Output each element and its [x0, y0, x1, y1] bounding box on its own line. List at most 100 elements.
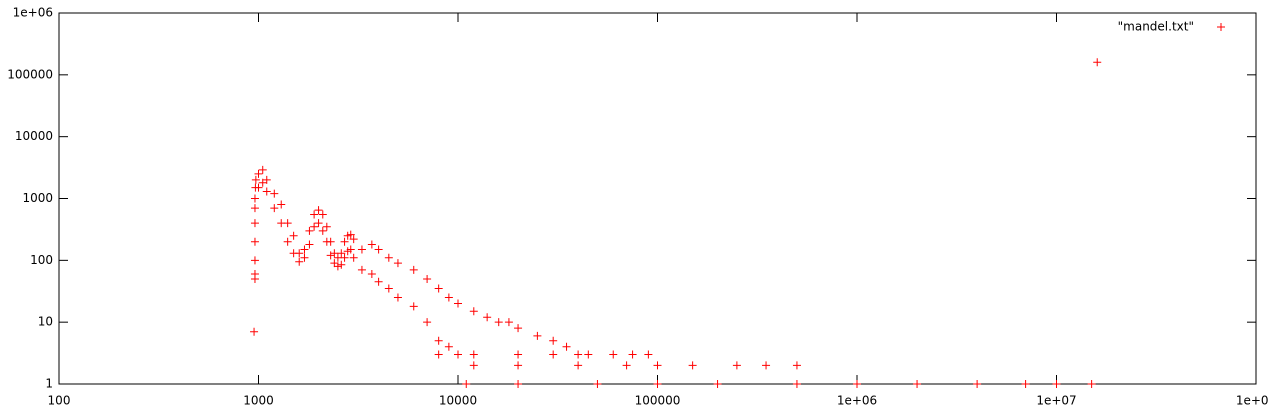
- point: [289, 231, 298, 240]
- point: [314, 219, 323, 228]
- point: [434, 336, 443, 345]
- point: [514, 380, 523, 388]
- point: [628, 350, 637, 359]
- point: [374, 245, 383, 254]
- point: [349, 253, 358, 262]
- point: [384, 284, 393, 293]
- point: [409, 302, 418, 311]
- point: [434, 350, 443, 359]
- point: [326, 251, 335, 260]
- point: [310, 210, 319, 219]
- point: [1087, 380, 1096, 388]
- point: [250, 219, 259, 228]
- point: [283, 237, 292, 246]
- point: [357, 245, 366, 254]
- point: [423, 274, 432, 283]
- x-tick-label: 1000: [243, 394, 274, 408]
- point: [574, 361, 583, 370]
- point: [262, 187, 271, 196]
- point: [314, 206, 323, 215]
- point: [250, 327, 259, 336]
- point: [254, 169, 263, 178]
- point: [340, 237, 349, 246]
- point: [409, 265, 418, 274]
- point: [653, 361, 662, 370]
- y-tick-label: 100: [30, 253, 53, 267]
- point: [250, 270, 259, 279]
- point: [337, 260, 346, 269]
- point: [322, 222, 331, 231]
- point: [349, 235, 358, 244]
- point: [1052, 380, 1061, 388]
- point: [792, 361, 801, 370]
- point: [326, 237, 335, 246]
- point: [346, 230, 355, 239]
- point: [644, 350, 653, 359]
- legend-marker: [1217, 23, 1225, 31]
- point: [514, 324, 523, 333]
- point: [300, 245, 309, 254]
- point: [469, 361, 478, 370]
- point: [1093, 58, 1102, 67]
- point: [792, 380, 801, 388]
- point: [514, 350, 523, 359]
- point: [393, 293, 402, 302]
- point: [305, 240, 314, 249]
- point: [454, 350, 462, 359]
- point: [384, 253, 393, 262]
- point: [732, 361, 741, 370]
- point: [346, 245, 355, 254]
- point: [277, 200, 286, 209]
- point: [444, 342, 453, 351]
- point: [250, 204, 259, 213]
- point: [333, 253, 342, 262]
- point: [340, 253, 349, 262]
- y-tick-label: 10: [38, 315, 53, 329]
- point: [762, 361, 771, 370]
- point: [305, 226, 314, 235]
- point: [250, 256, 259, 265]
- x-tick-label: 1e+07: [1036, 394, 1076, 408]
- x-tick-label: 1e+06: [837, 394, 877, 408]
- point: [393, 259, 402, 268]
- x-tick-label: 1e+08: [1236, 394, 1268, 408]
- point: [250, 194, 259, 203]
- point: [533, 331, 542, 340]
- point: [251, 175, 260, 184]
- point: [367, 270, 376, 279]
- y-tick-label: 100000: [7, 67, 53, 81]
- point: [258, 178, 267, 187]
- point: [549, 350, 558, 359]
- point: [250, 237, 259, 246]
- point: [653, 380, 662, 388]
- y-tick-label: 1000: [22, 191, 53, 205]
- point: [423, 318, 432, 327]
- point: [514, 361, 523, 370]
- point: [853, 380, 861, 388]
- y-tick-label: 1: [45, 377, 53, 391]
- point: [262, 175, 271, 184]
- point: [562, 342, 571, 351]
- point: [454, 299, 462, 308]
- point: [295, 257, 304, 266]
- point: [688, 361, 697, 370]
- point: [258, 165, 267, 174]
- point: [462, 380, 471, 388]
- y-tick-label: 1e+06: [13, 6, 53, 20]
- point: [913, 380, 922, 388]
- point: [622, 361, 631, 370]
- x-tick-label: 10000: [439, 394, 477, 408]
- point: [295, 249, 304, 258]
- point: [374, 277, 383, 286]
- point: [504, 318, 513, 327]
- point: [1021, 380, 1030, 388]
- legend-label: "mandel.txt": [1118, 20, 1194, 34]
- point: [270, 204, 279, 213]
- point: [357, 265, 366, 274]
- point: [444, 293, 453, 302]
- point: [593, 380, 602, 388]
- point: [333, 262, 342, 271]
- point: [584, 350, 593, 359]
